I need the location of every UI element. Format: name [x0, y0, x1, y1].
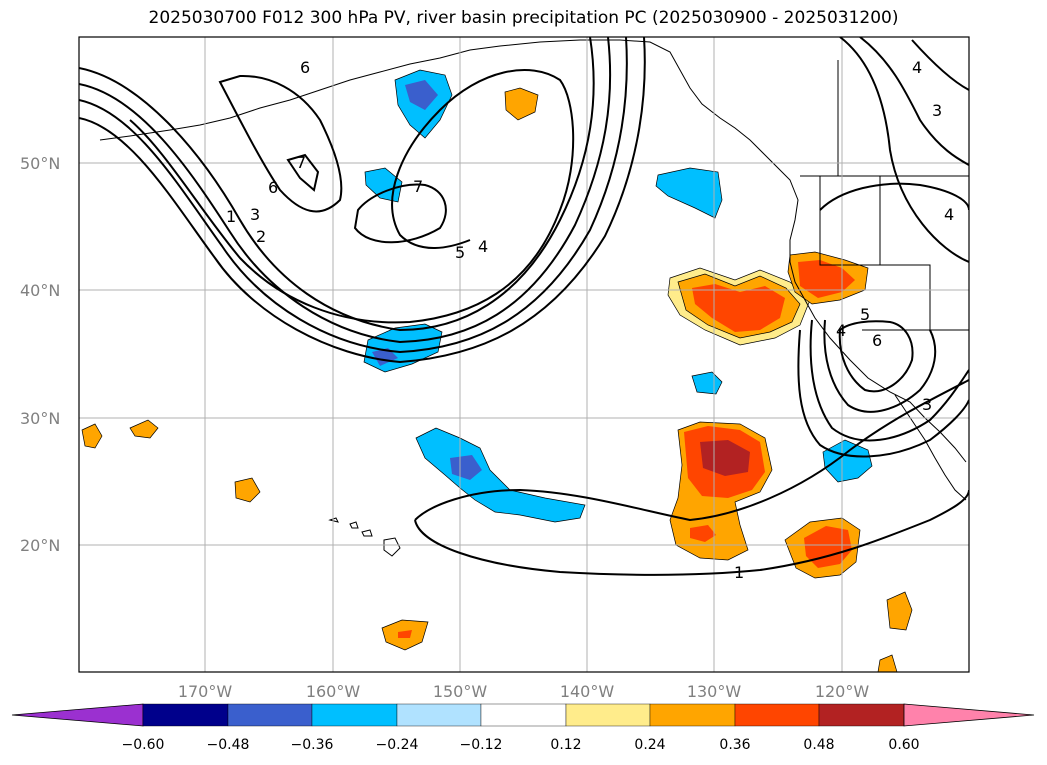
contour-label: 6: [300, 58, 310, 77]
pv-contour-2: [79, 37, 612, 344]
precip-negative-area: [822, 439, 873, 483]
precip-positive-area: [877, 654, 898, 672]
contour-label: 4: [944, 205, 954, 224]
map-layers: [79, 37, 969, 672]
precip-negative-core: [450, 455, 482, 480]
contour-label: 2: [256, 227, 266, 246]
contour-label: 4: [836, 321, 846, 340]
lat-label-50n: 50°N: [20, 154, 60, 173]
precip-positive-area: [234, 477, 261, 503]
contour-label: 6: [872, 331, 882, 350]
precip-positive-core: [690, 525, 716, 542]
colorbar-tick-label: 0.12: [550, 737, 581, 753]
precip-negative-core: [372, 348, 398, 366]
precip-negative-area: [655, 167, 723, 219]
pv-contours: [79, 37, 969, 576]
precip-positive-area: [886, 591, 913, 631]
contour-label: 5: [455, 243, 465, 262]
colorbar-tick-label: 0.36: [719, 737, 750, 753]
pv-contour-7b: [286, 153, 320, 192]
pv-contour-sub: [414, 379, 969, 576]
colorbar-segment: [649, 703, 736, 727]
colorbar-tick-label: −0.12: [460, 737, 503, 753]
map-frame: [78, 36, 970, 673]
colorbar-segment-max-extend: [903, 703, 1035, 727]
precip-positive-area: [129, 419, 159, 439]
lat-label-20n: 20°N: [20, 536, 60, 555]
colorbar-segment: [818, 703, 905, 727]
precip-negative-area: [415, 427, 586, 523]
pv-contour-low-3: [838, 320, 914, 393]
colorbar: −0.60 −0.48 −0.36 −0.24 −0.12 0.12 0.24 …: [11, 703, 1035, 753]
colorbar-tick-label: −0.36: [291, 737, 334, 753]
precip-positive-core: [700, 440, 750, 476]
colorbar-tick-label: −0.48: [207, 737, 250, 753]
colorbar-segment-min-extend: [11, 703, 144, 727]
state-borders: [819, 60, 969, 331]
colorbar-tick-label: −0.60: [122, 737, 165, 753]
contour-label: 7: [296, 153, 306, 172]
pv-contour-low-4: [797, 329, 969, 458]
colorbar-segment: [396, 703, 482, 727]
graticule: [79, 37, 969, 672]
page-title: 2025030700 F012 300 hPa PV, river basin …: [148, 8, 899, 28]
contour-label: 7: [413, 177, 423, 196]
pv-contour-1: [79, 37, 595, 332]
contour-label: 4: [912, 58, 922, 77]
contour-label: 6: [268, 178, 278, 197]
contour-label: 3: [922, 395, 932, 414]
pv-contour-low-2: [823, 319, 937, 413]
contour-label: 3: [932, 101, 942, 120]
colorbar-tick-label: −0.24: [376, 737, 419, 753]
colorbar-tick-label: 0.24: [634, 737, 665, 753]
colorbar-segment: [227, 703, 313, 727]
coastlines: [99, 39, 969, 557]
map-background: [79, 37, 969, 672]
lat-label-40n: 40°N: [20, 281, 60, 300]
colorbar-tick-labels: −0.60 −0.48 −0.36 −0.24 −0.12 0.12 0.24 …: [122, 737, 920, 753]
colorbar-segment: [142, 703, 229, 727]
lon-label-160w: 160°W: [306, 682, 361, 701]
lon-label-170w: 170°W: [178, 682, 233, 701]
precip-positive-core: [398, 630, 412, 638]
alaska-coastline: [99, 39, 967, 463]
lon-label-130w: 130°W: [687, 682, 742, 701]
colorbar-segment: [480, 703, 567, 727]
colorbar-segment: [311, 703, 398, 727]
latitude-labels: 50°N 40°N 30°N 20°N: [20, 154, 60, 555]
precip-negative-core: [405, 80, 438, 110]
precip-positive-area: [504, 87, 539, 121]
lon-label-140w: 140°W: [560, 682, 615, 701]
precip-positive-core: [692, 284, 785, 332]
lon-label-120w: 120°W: [815, 682, 870, 701]
pv-contour-4: [79, 37, 646, 364]
pv-contour-6: [218, 74, 343, 213]
lon-label-150w: 150°W: [433, 682, 488, 701]
pv-contour-7: [353, 183, 447, 244]
colorbar-tick-label: 0.48: [803, 737, 834, 753]
pv-contour-3: [79, 37, 628, 354]
pv-contour-ring: [819, 182, 969, 211]
contour-label: 5: [860, 305, 870, 324]
pv-contour-low-1: [809, 319, 969, 442]
lat-label-30n: 30°N: [20, 409, 60, 428]
contour-labels: 6 7 6 1 3 2 7 5 4 4 3 4 5 4 6 3 1: [226, 58, 954, 582]
contour-label: 1: [226, 207, 236, 226]
precip-positive-area: [81, 423, 103, 449]
hawaii-islands: [328, 517, 401, 557]
colorbar-segment: [565, 703, 651, 727]
pv-contour-east-3: [911, 39, 969, 91]
precip-positive-core: [798, 260, 855, 298]
colorbar-tick-label: 0.60: [888, 737, 919, 753]
precip-positive-core: [804, 526, 852, 568]
contour-label: 1: [734, 563, 744, 582]
colorbar-segment: [734, 703, 820, 727]
precipitation-shading: [81, 69, 913, 672]
pv-contour-east-1: [839, 37, 969, 263]
contour-label: 3: [250, 205, 260, 224]
longitude-labels: 170°W 160°W 150°W 140°W 130°W 120°W: [178, 682, 870, 701]
contour-label: 4: [478, 237, 488, 256]
pv-contour-east-2: [859, 37, 969, 166]
